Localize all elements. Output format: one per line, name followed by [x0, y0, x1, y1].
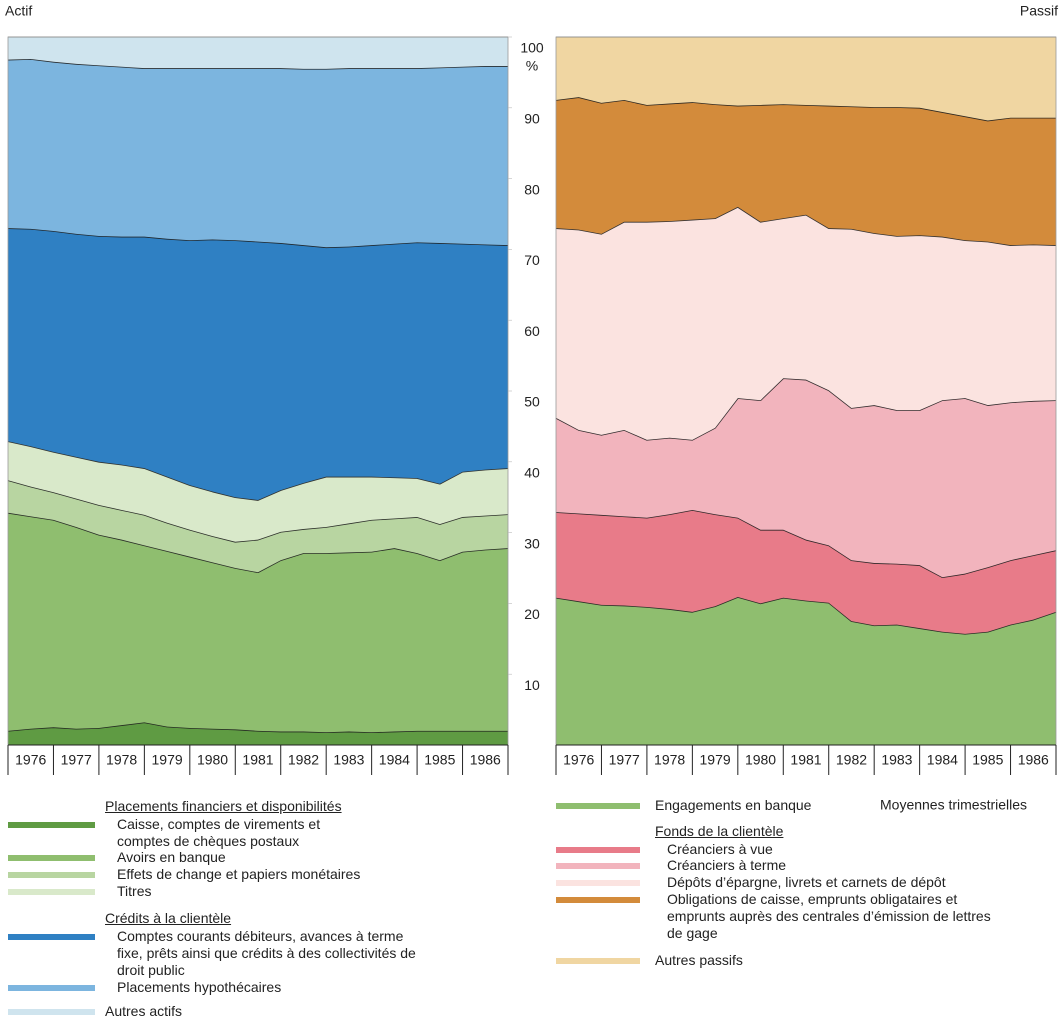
area — [8, 722, 508, 745]
legend-label: Autres passifs — [655, 952, 743, 968]
y-unit: % — [526, 58, 538, 74]
legend-swatch — [8, 934, 95, 940]
x-tick-label: 1979 — [700, 752, 731, 768]
x-tick-label: 1982 — [288, 752, 319, 768]
x-tick-label: 1980 — [197, 752, 228, 768]
area — [8, 37, 508, 69]
y-tick-label: 60 — [524, 323, 540, 339]
area — [556, 206, 1056, 440]
y-tick-label: 50 — [524, 394, 540, 410]
chart-title: Actif — [5, 3, 32, 19]
legend-heading: Placements financiers et disponibilités — [105, 798, 342, 814]
legend-label: Créanciers à terme — [667, 857, 787, 873]
x-tick-label: 1982 — [836, 752, 867, 768]
x-tick-label: 1981 — [242, 752, 273, 768]
x-tick-label: 1976 — [15, 752, 46, 768]
y-tick-label: 40 — [524, 465, 540, 481]
legend-swatch — [8, 822, 95, 828]
legend-swatch — [556, 803, 640, 809]
legend-label: Caisse, comptes de virements et comptes … — [117, 816, 321, 849]
legend-label: Avoirs en banque — [117, 849, 226, 865]
legend-heading: Fonds de la clientèle — [655, 823, 784, 839]
y-tick-label: 10 — [524, 677, 540, 693]
x-tick-label: 1985 — [424, 752, 455, 768]
area — [556, 37, 1056, 121]
x-tick-label: 1983 — [333, 752, 364, 768]
x-tick-label: 1986 — [470, 752, 501, 768]
x-tick-label: 1977 — [609, 752, 640, 768]
legend-label: Comptes courants débiteurs, avances à te… — [117, 928, 416, 978]
legend-swatch — [8, 872, 95, 878]
area — [8, 512, 508, 733]
area — [556, 378, 1056, 578]
legend-swatch — [8, 855, 95, 861]
x-tick-label: 1984 — [927, 752, 958, 768]
y-tick-label: 100 — [520, 40, 544, 56]
y-tick-label: 80 — [524, 181, 540, 197]
legend-label: Créanciers à vue — [667, 841, 773, 857]
legend-swatch — [556, 847, 640, 853]
legend-label: Obligations de caisse, emprunts obligata… — [667, 891, 991, 941]
legend-swatch — [556, 897, 640, 903]
legend-swatch — [556, 880, 640, 886]
x-tick-label: 1985 — [972, 752, 1003, 768]
x-tick-label: 1986 — [1018, 752, 1049, 768]
x-tick-label: 1980 — [745, 752, 776, 768]
legend-heading: Crédits à la clientèle — [105, 910, 232, 926]
x-tick-label: 1978 — [106, 752, 137, 768]
area — [556, 597, 1056, 745]
legend-label: Effets de change et papiers monétaires — [117, 866, 361, 882]
y-tick-label: 90 — [524, 111, 540, 127]
legend-swatch — [8, 1009, 95, 1015]
x-tick-label: 1978 — [654, 752, 685, 768]
y-tick-label: 30 — [524, 535, 540, 551]
x-tick-label: 1984 — [379, 752, 410, 768]
legend-label: Engagements en banque — [655, 797, 812, 813]
legend-swatch — [556, 863, 640, 869]
legend-label: Dépôts d’épargne, livrets et carnets de … — [667, 874, 946, 890]
note: Moyennes trimestrielles — [880, 797, 1027, 813]
area — [8, 480, 508, 573]
legend-label: Titres — [117, 883, 152, 899]
x-tick-label: 1977 — [61, 752, 92, 768]
y-tick-label: 70 — [524, 252, 540, 268]
legend-swatch — [8, 985, 95, 991]
legend-swatch — [8, 889, 95, 895]
legend-label: Placements hypothécaires — [117, 979, 282, 995]
x-tick-label: 1979 — [152, 752, 183, 768]
area — [556, 509, 1056, 634]
area — [556, 97, 1056, 246]
x-tick-label: 1976 — [563, 752, 594, 768]
legend-label: Autres actifs — [105, 1003, 183, 1019]
x-tick-label: 1981 — [790, 752, 821, 768]
y-tick-label: 20 — [524, 606, 540, 622]
legend-swatch — [556, 958, 640, 964]
chart-title: Passif — [1020, 3, 1058, 19]
area — [8, 228, 508, 501]
area — [8, 58, 508, 248]
x-tick-label: 1983 — [881, 752, 912, 768]
